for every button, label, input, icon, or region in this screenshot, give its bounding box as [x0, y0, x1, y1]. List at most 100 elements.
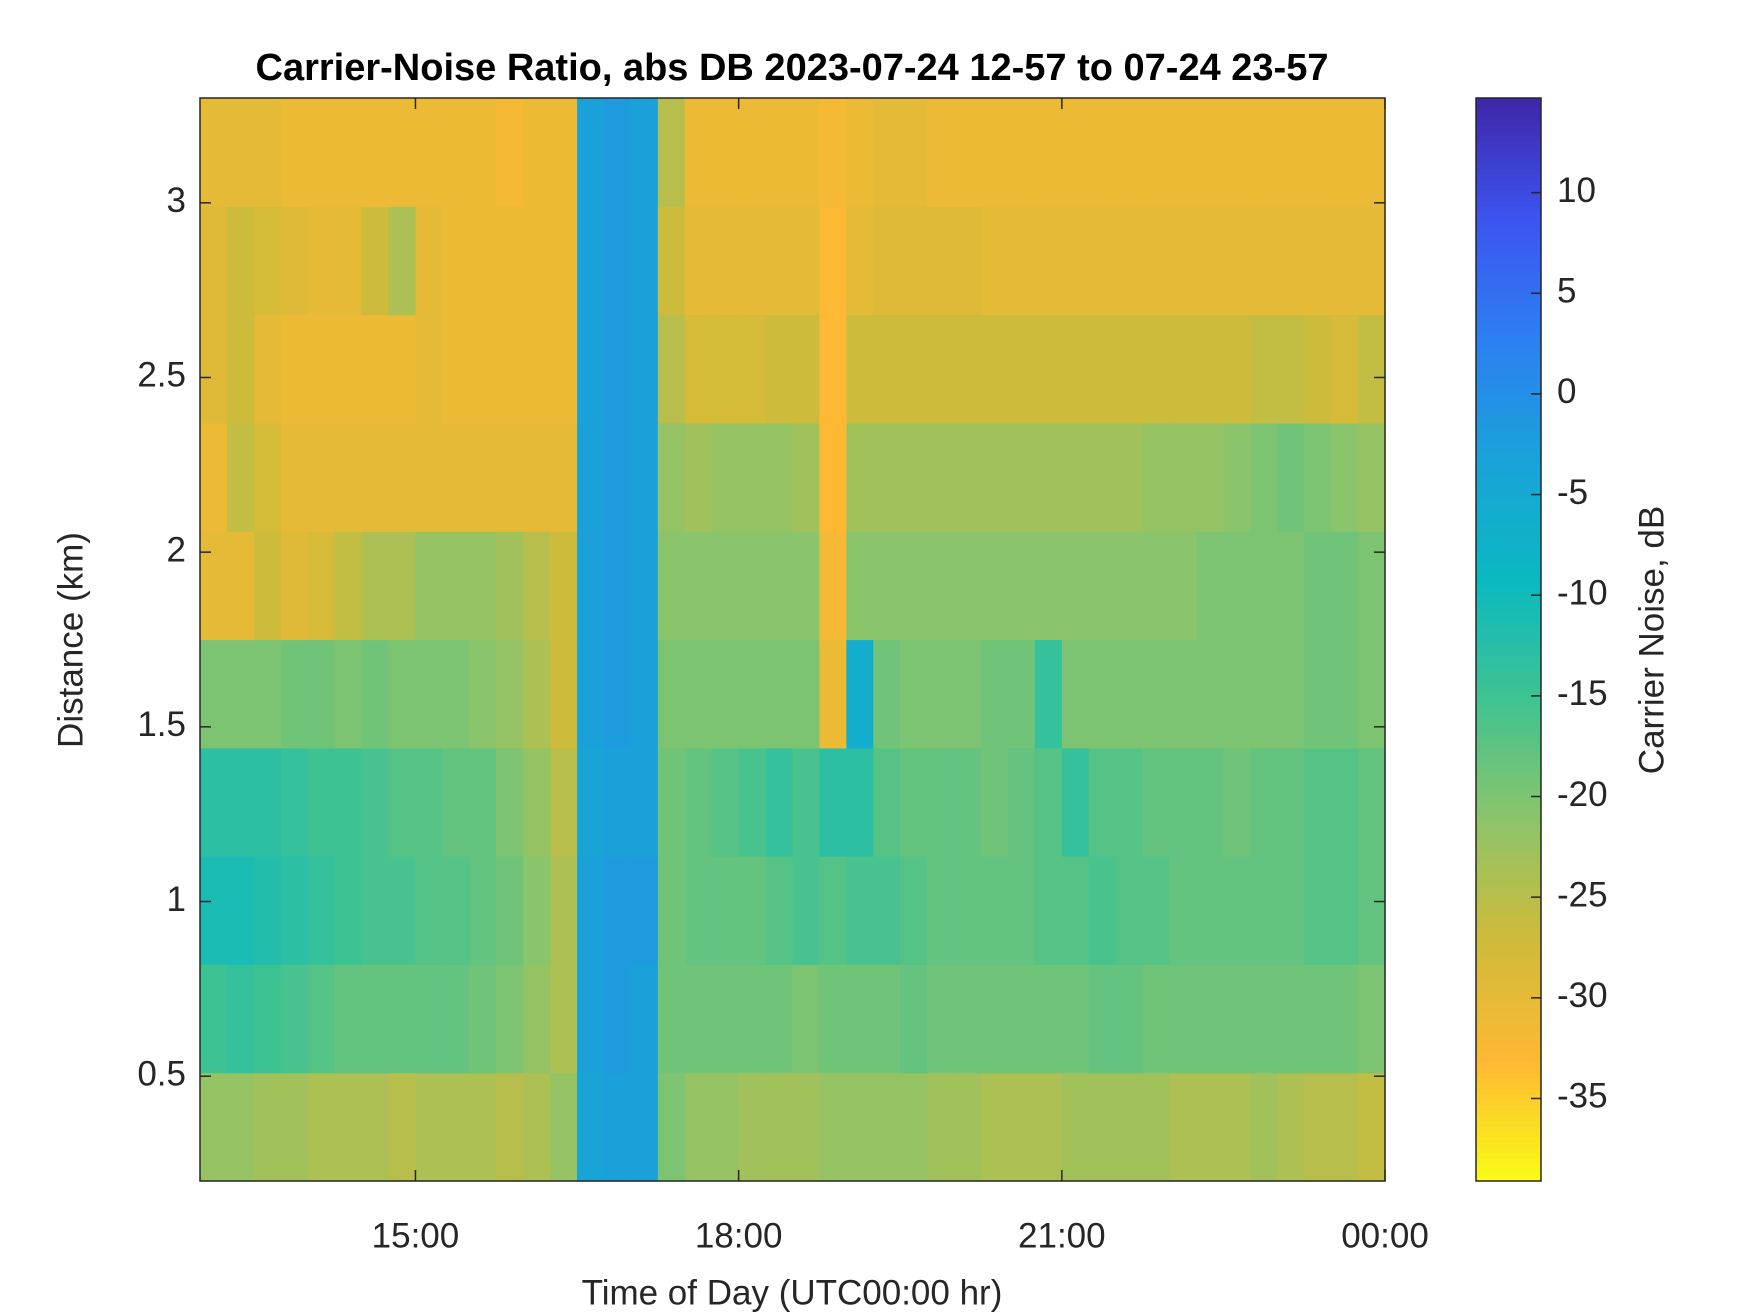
colorbar-swatch: [1476, 455, 1541, 462]
colorbar-swatch: [1476, 498, 1541, 505]
heatmap-cell: [954, 856, 982, 965]
heatmap-cell: [334, 964, 363, 1074]
heatmap-cell: [954, 422, 982, 532]
heatmap-cell: [496, 314, 524, 424]
heatmap-cell: [1061, 856, 1090, 965]
heatmap-cell: [523, 1072, 551, 1182]
y-tick-label: 1.5: [137, 705, 186, 744]
heatmap-cell: [1007, 314, 1036, 424]
colorbar-swatch: [1476, 753, 1541, 760]
heatmap-cell: [819, 98, 847, 207]
colorbar-swatch: [1476, 661, 1541, 668]
heatmap-cell: [361, 639, 390, 749]
heatmap-cell: [1142, 422, 1171, 532]
colorbar-swatch: [1476, 1110, 1541, 1117]
heatmap-cell: [630, 747, 659, 857]
heatmap-cell: [1169, 856, 1198, 965]
heatmap-cell: [577, 206, 605, 316]
heatmap-cell: [1061, 964, 1090, 1074]
heatmap-cell: [226, 856, 255, 965]
heatmap-cell: [684, 964, 713, 1074]
heatmap-cell: [307, 422, 336, 532]
heatmap-cell: [1034, 531, 1063, 641]
heatmap-cell: [1196, 422, 1225, 532]
colorbar-swatch: [1476, 1018, 1541, 1025]
heatmap-cell: [361, 964, 390, 1074]
colorbar-swatch: [1476, 487, 1541, 494]
heatmap-cell: [1277, 964, 1305, 1074]
heatmap-cell: [819, 856, 847, 965]
colorbar-swatch: [1476, 736, 1541, 743]
colorbar-swatch: [1476, 482, 1541, 489]
heatmap-cell: [657, 98, 686, 207]
colorbar-swatch: [1476, 379, 1541, 386]
colorbar-swatch: [1476, 1132, 1541, 1139]
heatmap-cell: [684, 639, 713, 749]
heatmap-cell: [1304, 964, 1332, 1074]
heatmap-cell: [1007, 964, 1036, 1074]
heatmap-cell: [1223, 422, 1251, 532]
colorbar-swatch: [1476, 953, 1541, 960]
colorbar-swatch: [1476, 135, 1541, 142]
heatmap-cell: [200, 856, 228, 965]
heatmap-cell: [1304, 531, 1332, 641]
heatmap-cell: [927, 1072, 955, 1182]
heatmap-cell: [711, 1072, 740, 1182]
heatmap-cell: [200, 422, 228, 532]
heatmap-cell: [873, 639, 901, 749]
heatmap-cell: [1358, 314, 1386, 424]
colorbar-swatch: [1476, 504, 1541, 511]
heatmap-cell: [630, 1072, 659, 1182]
colorbar-swatch: [1476, 569, 1541, 576]
heatmap-cell: [1358, 964, 1386, 1074]
colorbar-swatch: [1476, 791, 1541, 798]
colorbar-swatch: [1476, 514, 1541, 521]
heatmap-cell: [981, 314, 1009, 424]
heatmap-cell: [280, 314, 309, 424]
heatmap-cell: [496, 422, 524, 532]
colorbar-tick-label: -10: [1557, 573, 1608, 612]
colorbar-swatch: [1476, 639, 1541, 646]
heatmap-cell: [1088, 747, 1117, 857]
heatmap-cell: [442, 856, 470, 965]
heatmap-cell: [307, 314, 336, 424]
heatmap-cell: [711, 206, 740, 316]
heatmap-cell: [1007, 531, 1036, 641]
heatmap-cell: [1169, 98, 1198, 207]
heatmap-cell: [1250, 422, 1278, 532]
colorbar-swatch: [1476, 363, 1541, 370]
colorbar-swatch: [1476, 991, 1541, 998]
heatmap-cell: [550, 98, 578, 207]
heatmap-cell: [253, 639, 282, 749]
heatmap-cell: [1304, 1072, 1332, 1182]
colorbar-swatch: [1476, 818, 1541, 825]
heatmap-cell: [1277, 422, 1305, 532]
colorbar-swatch: [1476, 758, 1541, 765]
heatmap-cell: [1196, 206, 1225, 316]
heatmap-cell: [1034, 98, 1063, 207]
heatmap-cell: [711, 531, 740, 641]
heatmap-cell: [226, 206, 255, 316]
heatmap-cell: [226, 314, 255, 424]
heatmap-cell: [469, 314, 497, 424]
heatmap-cell: [550, 422, 578, 532]
colorbar-swatch: [1476, 655, 1541, 662]
heatmap-cell: [253, 314, 282, 424]
heatmap-cell: [523, 964, 551, 1074]
heatmap-cell: [1250, 531, 1278, 641]
heatmap-cell: [792, 314, 821, 424]
heatmap-cell: [550, 1072, 578, 1182]
colorbar-swatch: [1476, 915, 1541, 922]
colorbar-swatch: [1476, 650, 1541, 657]
colorbar-swatch: [1476, 677, 1541, 684]
heatmap-cell: [577, 747, 605, 857]
heatmap-cell: [1169, 422, 1198, 532]
heatmap-cell: [1250, 1072, 1278, 1182]
heatmap-cell: [1088, 856, 1117, 965]
heatmap-cell: [307, 747, 336, 857]
heatmap-cell: [1034, 422, 1063, 532]
heatmap-cell: [738, 964, 767, 1074]
heatmap-cell: [792, 531, 821, 641]
colorbar-swatch: [1476, 1143, 1541, 1150]
heatmap-cell: [469, 747, 497, 857]
